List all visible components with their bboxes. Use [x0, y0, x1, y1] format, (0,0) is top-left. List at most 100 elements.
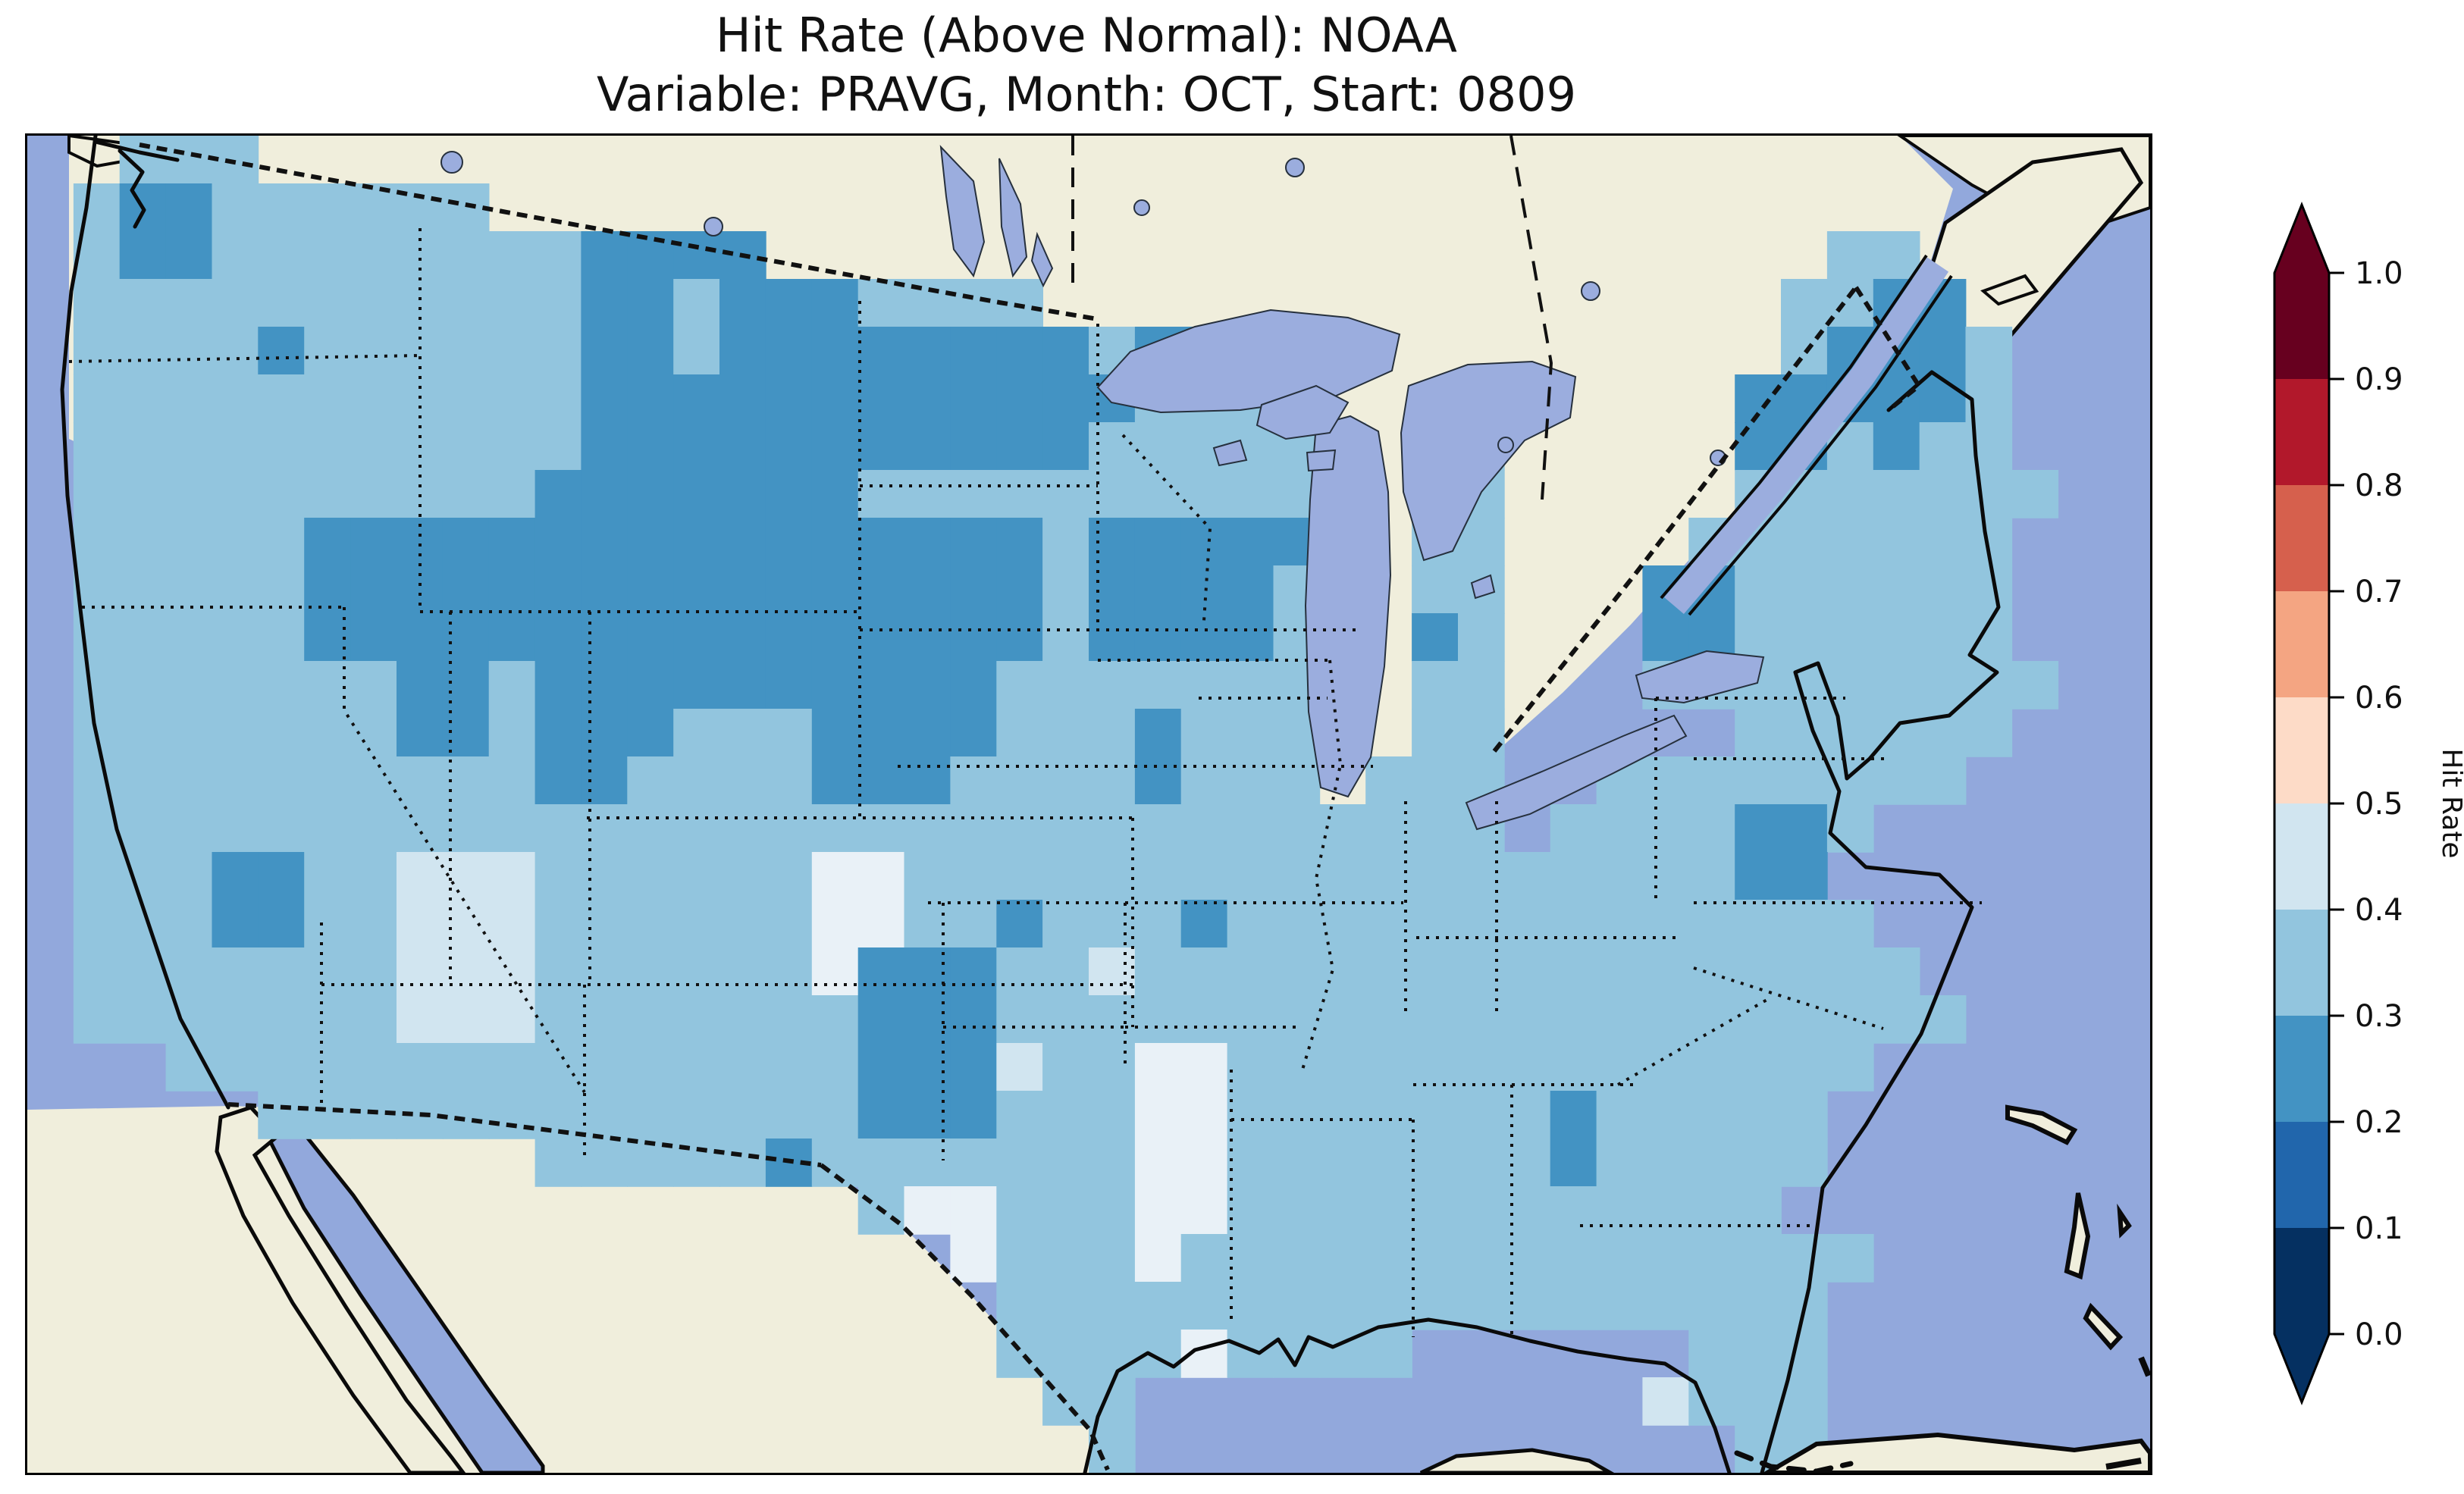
hit-rate-cell	[1134, 995, 1182, 1044]
hit-rate-cell	[765, 756, 813, 805]
hit-rate-cell	[1227, 1091, 1274, 1139]
hit-rate-cell	[304, 995, 351, 1044]
hit-rate-cell	[1873, 518, 1920, 566]
hit-rate-cell	[119, 756, 167, 805]
hit-rate-cell	[581, 1043, 629, 1092]
hit-rate-cell	[950, 1234, 998, 1283]
hit-rate-cell	[397, 565, 444, 614]
hit-rate-cell	[442, 613, 490, 662]
hit-rate-cell	[1227, 756, 1274, 805]
hit-rate-cell	[996, 327, 1043, 375]
hit-rate-cell	[1180, 613, 1228, 662]
hit-rate-cell	[1458, 1186, 1505, 1235]
hit-rate-cell	[1458, 852, 1505, 900]
hit-rate-cell	[1134, 470, 1182, 518]
hit-rate-cell	[304, 947, 351, 996]
mexico-land	[27, 1105, 1615, 1473]
hit-rate-cell	[488, 422, 536, 471]
hit-rate-cell	[673, 613, 720, 662]
hit-rate-cell	[1919, 661, 1967, 709]
hit-rate-cell	[534, 852, 582, 900]
hit-rate-cell	[1781, 613, 1828, 662]
hit-rate-cell	[1089, 1186, 1136, 1235]
hit-rate-cell	[1089, 1282, 1136, 1330]
hit-rate-cell	[1412, 995, 1459, 1044]
hit-rate-cell	[1319, 1091, 1366, 1139]
hit-rate-cell	[534, 709, 582, 757]
lake-michigan	[1304, 415, 1392, 798]
hit-rate-cell	[488, 374, 536, 423]
hit-rate-cell	[488, 518, 536, 566]
hit-rate-cell	[719, 1091, 766, 1139]
hit-rate-cell	[1042, 1186, 1089, 1235]
hit-rate-cell	[627, 565, 674, 614]
hit-rate-cell	[1596, 1186, 1644, 1235]
hit-rate-cell	[950, 900, 998, 948]
hit-rate-cell	[442, 374, 490, 423]
hit-rate-cell	[1735, 1139, 1782, 1187]
hit-rate-cell	[1826, 565, 1874, 614]
over-arrow	[2274, 205, 2329, 273]
hit-rate-cell	[1873, 995, 1920, 1044]
hit-rate-cell	[119, 422, 167, 471]
hit-rate-cell	[581, 279, 629, 327]
hit-rate-cell	[397, 183, 444, 232]
hit-rate-cell	[212, 183, 259, 232]
hit-rate-cell	[1319, 1234, 1366, 1283]
hit-rate-cell	[534, 661, 582, 709]
hit-rate-cell	[165, 947, 213, 996]
hit-rate-cell	[165, 900, 213, 948]
hit-rate-cell	[1412, 1139, 1459, 1187]
hit-rate-cell	[350, 995, 397, 1044]
hit-rate-cell	[1180, 995, 1228, 1044]
hit-rate-cell	[996, 1282, 1043, 1330]
hit-rate-cell	[1735, 1282, 1782, 1330]
hit-rate-cell	[673, 804, 720, 853]
colorbar-bin-0.1-0.2	[2274, 1122, 2329, 1228]
hit-rate-cell	[73, 995, 121, 1044]
hit-rate-cell	[1735, 900, 1782, 948]
hit-rate-cell	[1319, 947, 1366, 996]
state-borders	[68, 228, 1982, 1337]
hit-rate-cell	[857, 422, 905, 471]
hit-rate-cell	[581, 231, 629, 280]
hit-rate-cell	[765, 995, 813, 1044]
hit-rate-cell	[1919, 518, 1967, 566]
hit-rate-cell	[304, 852, 351, 900]
hit-rate-cell	[811, 661, 859, 709]
hit-rate-cell	[350, 470, 397, 518]
hit-rate-cell	[1550, 900, 1597, 948]
hit-rate-cell	[627, 279, 674, 327]
hit-rate-cell	[258, 231, 305, 280]
colorbar-tick-label: 0.0	[2355, 1317, 2403, 1352]
province-borders	[1071, 136, 1553, 500]
hit-rate-cell	[719, 852, 766, 900]
hit-rate-cell	[627, 995, 674, 1044]
hit-rate-cell	[1089, 661, 1136, 709]
hit-rate-cell	[627, 327, 674, 375]
hit-rate-cell	[1596, 1139, 1644, 1187]
hit-rate-cell	[1042, 613, 1089, 662]
hit-rate-cell	[1642, 1377, 1690, 1426]
colorbar-tick-label: 0.2	[2355, 1105, 2403, 1140]
hit-rate-cell	[1273, 1186, 1321, 1235]
map-svg	[27, 136, 2150, 1473]
hit-rate-cell	[996, 1139, 1043, 1187]
hit-rate-cell	[811, 374, 859, 423]
hit-rate-cell	[1781, 518, 1828, 566]
hit-rate-cell	[442, 947, 490, 996]
hit-rate-cell	[1042, 327, 1089, 375]
hit-rate-cell	[1412, 661, 1459, 709]
hit-rate-cell	[304, 900, 351, 948]
hit-rate-cell	[765, 852, 813, 900]
maine-nb-border	[1854, 286, 1922, 412]
hit-rate-cell	[719, 756, 766, 805]
hit-rate-cell	[165, 852, 213, 900]
international-borders	[139, 143, 1922, 1471]
hit-rate-cell	[1089, 852, 1136, 900]
hit-rate-cell	[1735, 1091, 1782, 1139]
hit-rate-cell	[350, 852, 397, 900]
hit-rate-cell	[304, 183, 351, 232]
hit-rate-cell	[442, 804, 490, 853]
colorbar-tick-label: 0.4	[2355, 893, 2403, 928]
